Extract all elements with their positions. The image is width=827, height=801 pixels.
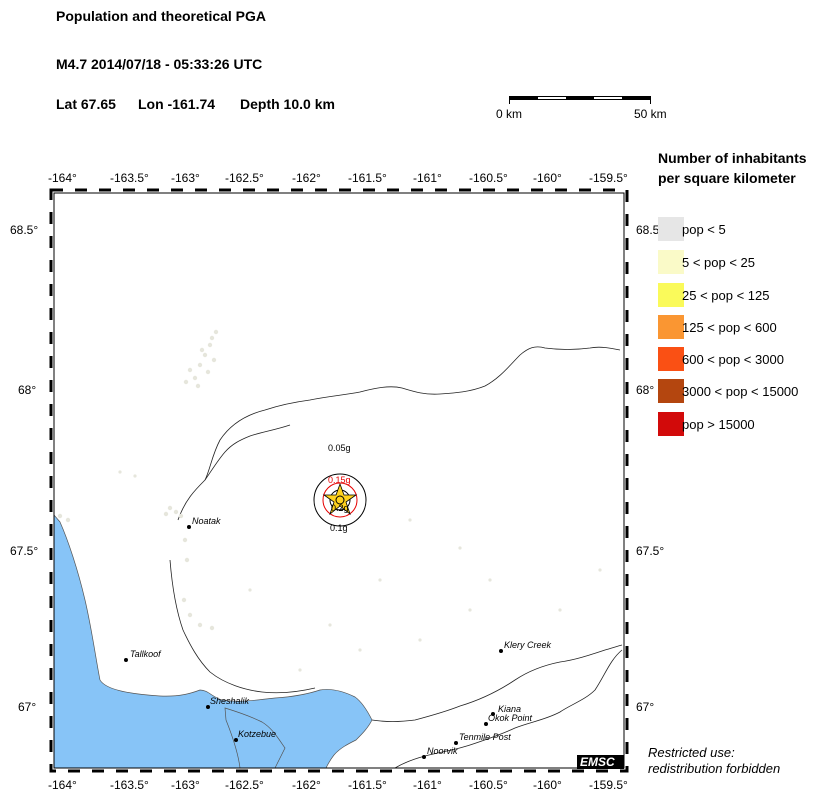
usage-notice-2: redistribution forbidden bbox=[648, 761, 781, 776]
legend-item-label: 25 < pop < 125 bbox=[682, 288, 770, 303]
town-label: Kiana bbox=[498, 704, 521, 714]
lon-tick-bottom: -160.5° bbox=[469, 778, 508, 792]
town-marker bbox=[234, 738, 238, 742]
lon-tick-top: -164° bbox=[48, 171, 77, 185]
lat-tick-left: 67.5° bbox=[10, 544, 39, 558]
town-marker bbox=[499, 649, 503, 653]
pga-label-outer: 0.05g bbox=[328, 443, 351, 453]
event-info: M4.7 2014/07/18 - 05:33:26 UTC bbox=[56, 56, 263, 72]
event-lon: Lon -161.74 bbox=[138, 96, 216, 112]
pga-label-lower: 0.1g bbox=[330, 523, 348, 533]
town-marker bbox=[422, 755, 426, 759]
town-label: Okok Point bbox=[488, 713, 533, 723]
legend-item-label: 600 < pop < 3000 bbox=[682, 352, 784, 367]
map-title: Population and theoretical PGA bbox=[56, 8, 267, 24]
kotzebue-sound-water bbox=[54, 514, 373, 768]
lon-tick-top: -160° bbox=[533, 171, 562, 185]
legend-item-label: pop > 15000 bbox=[682, 417, 755, 432]
town-marker bbox=[454, 741, 458, 745]
legend-swatch bbox=[658, 412, 684, 436]
lon-tick-top: -163° bbox=[171, 171, 200, 185]
scale-right-label: 50 km bbox=[634, 107, 667, 121]
usage-notice-1: Restricted use: bbox=[648, 745, 735, 760]
town-label: Tallkoof bbox=[130, 649, 162, 659]
lat-tick-right: 67° bbox=[636, 700, 655, 714]
lon-tick-top: -159.5° bbox=[589, 171, 628, 185]
scale-left-label: 0 km bbox=[496, 107, 523, 121]
legend-swatch bbox=[658, 217, 684, 241]
lat-tick-right: 67.5° bbox=[636, 544, 665, 558]
legend-swatch bbox=[658, 283, 684, 307]
legend-item-label: 5 < pop < 25 bbox=[682, 255, 756, 270]
lat-tick-left: 68° bbox=[18, 383, 37, 397]
town-marker bbox=[491, 712, 495, 716]
lon-tick-bottom: -163° bbox=[171, 778, 200, 792]
lon-tick-bottom: -162.5° bbox=[225, 778, 264, 792]
valley-outline bbox=[177, 346, 621, 521]
lat-tick-left: 68.5° bbox=[10, 223, 39, 237]
epicenter-star-icon bbox=[322, 482, 358, 516]
town-marker bbox=[124, 658, 128, 662]
lon-tick-bottom: -162° bbox=[292, 778, 321, 792]
lon-tick-top: -162° bbox=[292, 171, 321, 185]
lon-tick-top: -161.5° bbox=[348, 171, 387, 185]
lon-tick-bottom: -161.5° bbox=[348, 778, 387, 792]
town-label: Noatak bbox=[192, 516, 221, 526]
pga-label-center: 0.2g bbox=[331, 503, 349, 513]
lon-tick-top: -163.5° bbox=[110, 171, 149, 185]
emsc-logo: EMSC bbox=[580, 755, 615, 769]
town-marker bbox=[206, 705, 210, 709]
legend-item-label: 3000 < pop < 15000 bbox=[682, 384, 799, 399]
lon-tick-top: -160.5° bbox=[469, 171, 508, 185]
lon-tick-bottom: -163.5° bbox=[110, 778, 149, 792]
legend-swatch bbox=[658, 379, 684, 403]
pga-label-red: 0.15g bbox=[328, 475, 351, 485]
event-depth: Depth 10.0 km bbox=[240, 96, 335, 112]
town-label: Sheshalik bbox=[210, 696, 250, 706]
lat-tick-left: 67° bbox=[18, 700, 37, 714]
lon-tick-bottom: -159.5° bbox=[589, 778, 628, 792]
town-marker bbox=[187, 525, 191, 529]
lon-tick-bottom: -160° bbox=[533, 778, 562, 792]
lon-tick-top: -161° bbox=[413, 171, 442, 185]
lon-tick-top: -162.5° bbox=[225, 171, 264, 185]
lat-tick-right: 68° bbox=[636, 383, 655, 397]
event-lat: Lat 67.65 bbox=[56, 96, 116, 112]
population-dots bbox=[57, 329, 602, 672]
town-label: Noorvik bbox=[427, 746, 458, 756]
town-marker bbox=[484, 722, 488, 726]
town-label: Kotzebue bbox=[238, 729, 276, 739]
lat-tick-right: 68.5° bbox=[636, 223, 665, 237]
legend-swatch bbox=[658, 347, 684, 371]
town-label: Klery Creek bbox=[504, 640, 552, 650]
town-label: Tenmile Post bbox=[459, 732, 511, 742]
legend-item-label: 125 < pop < 600 bbox=[682, 320, 777, 335]
lon-tick-bottom: -161° bbox=[413, 778, 442, 792]
legend-swatch bbox=[658, 315, 684, 339]
legend-item-label: pop < 5 bbox=[682, 222, 726, 237]
legend-swatch bbox=[658, 250, 684, 274]
lon-tick-bottom: -164° bbox=[48, 778, 77, 792]
legend-title-1: Number of inhabitants bbox=[658, 150, 807, 166]
legend-title-2: per square kilometer bbox=[658, 170, 796, 186]
